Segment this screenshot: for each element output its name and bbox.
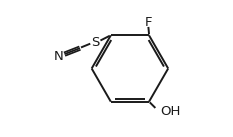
Text: N: N	[54, 50, 64, 63]
Text: OH: OH	[161, 105, 181, 118]
Text: S: S	[91, 36, 99, 49]
Text: F: F	[145, 16, 152, 29]
